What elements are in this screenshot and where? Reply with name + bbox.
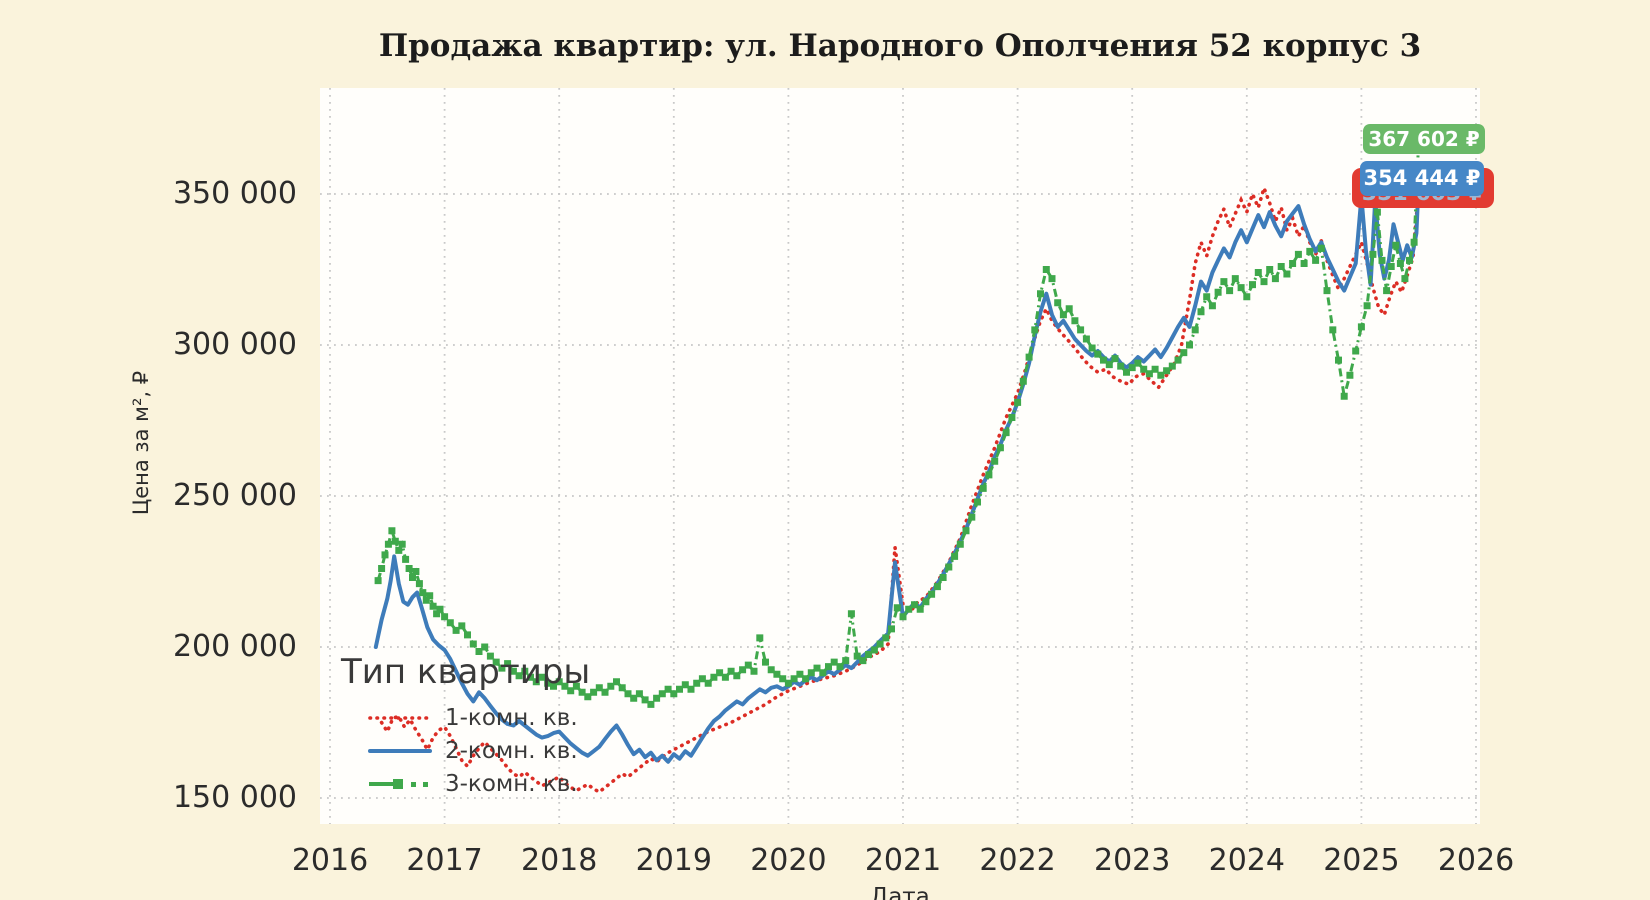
- x-axis-title: Дата: [870, 884, 930, 900]
- series-line-1-комн. кв.: [379, 182, 1421, 795]
- legend-swatch-dash-square-green-icon: [369, 778, 428, 789]
- x-tick-2016: 2016: [291, 843, 369, 878]
- x-tick-2026: 2026: [1437, 843, 1515, 878]
- legend-item-label: 1-комн. кв.: [445, 704, 578, 731]
- y-tick-150000: 150 000: [172, 780, 297, 815]
- y-tick-300000: 300 000: [172, 327, 297, 362]
- x-tick-2021: 2021: [864, 843, 942, 878]
- legend: Тип квартиры 1-комн. кв. 2-комн. кв. 3-к…: [341, 652, 590, 800]
- y-tick-200000: 200 000: [172, 629, 297, 664]
- y-tick-350000: 350 000: [172, 176, 297, 211]
- chart-title: Продажа квартир: ул. Народного Ополчения…: [378, 28, 1422, 64]
- value-badge-2room: 354 444 ₽: [1360, 161, 1484, 196]
- legend-title: Тип квартиры: [341, 652, 591, 692]
- legend-swatch-solid-blue-icon: [368, 748, 432, 753]
- x-tick-2019: 2019: [635, 843, 712, 878]
- x-tick-2018: 2018: [521, 843, 598, 878]
- legend-swatch-dotted-red-icon: [368, 715, 432, 720]
- x-tick-2022: 2022: [979, 843, 1056, 878]
- y-tick-250000: 250 000: [172, 478, 297, 513]
- plot-area: [320, 88, 1480, 824]
- x-tick-2024: 2024: [1208, 843, 1285, 878]
- x-tick-2023: 2023: [1094, 843, 1171, 878]
- value-badge-3room: 367 602 ₽: [1363, 124, 1485, 154]
- x-tick-2020: 2020: [750, 843, 827, 878]
- legend-item-2room: 2-комн. кв.: [341, 734, 590, 767]
- series-markers-3-комн. кв.: [374, 137, 1423, 708]
- legend-item-label: 2-комн. кв.: [445, 737, 578, 764]
- legend-item-label: 3-комн. кв.: [445, 770, 578, 797]
- x-tick-2025: 2025: [1323, 843, 1400, 878]
- legend-item-1room: 1-комн. кв.: [341, 701, 590, 734]
- chart-svg: [320, 88, 1480, 824]
- y-axis-title: Цена за м², ₽: [129, 370, 153, 516]
- x-tick-2017: 2017: [406, 843, 483, 878]
- legend-item-3room: 3-комн. кв.: [341, 767, 590, 800]
